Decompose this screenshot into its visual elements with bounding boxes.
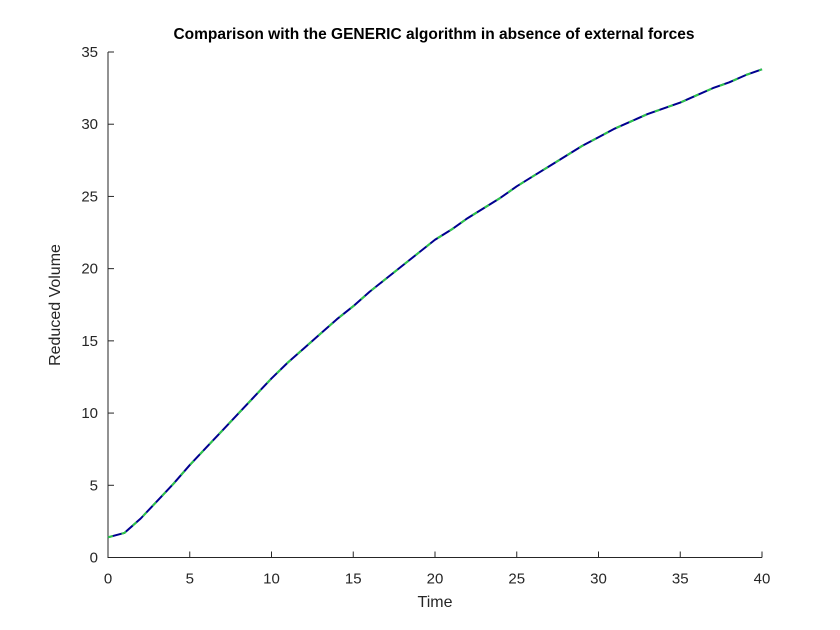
axis-tick-labels: 0 5 10 15 20 25 30 35 40 0 5 10 15 20 25 30 35 <box>81 44 770 588</box>
y-tick-label: 5 <box>90 477 98 494</box>
chart-title: Comparison with the GENERIC algorithm in… <box>173 26 694 43</box>
x-tick-label: 10 <box>263 571 280 588</box>
x-tick-label: 0 <box>104 571 112 588</box>
x-tick-label: 35 <box>672 571 689 588</box>
y-tick-label: 25 <box>81 188 98 205</box>
y-tick-label: 0 <box>90 550 98 567</box>
axis-spines <box>107 52 762 558</box>
y-tick-label: 30 <box>81 116 98 133</box>
y-tick-label: 15 <box>81 333 98 350</box>
axis-spine-path <box>107 52 762 558</box>
y-axis-label: Reduced Volume <box>47 244 64 366</box>
plotted-series <box>107 68 763 539</box>
x-tick-label: 20 <box>427 571 444 588</box>
y-tick-label: 10 <box>81 405 98 422</box>
series-line-dashed-green-curve-overlapping <box>107 68 763 539</box>
axis-tick-marks <box>107 51 763 558</box>
x-tick-label: 30 <box>590 571 607 588</box>
x-tick-label: 40 <box>754 571 771 588</box>
series-line-solid-navy-curve <box>107 68 763 539</box>
x-tick-label: 5 <box>186 571 194 588</box>
x-tick-label: 15 <box>345 571 362 588</box>
y-tick-label: 35 <box>81 44 98 61</box>
y-tick-label: 20 <box>81 261 98 278</box>
x-tick-label: 25 <box>508 571 525 588</box>
x-axis-label: Time <box>418 594 453 611</box>
